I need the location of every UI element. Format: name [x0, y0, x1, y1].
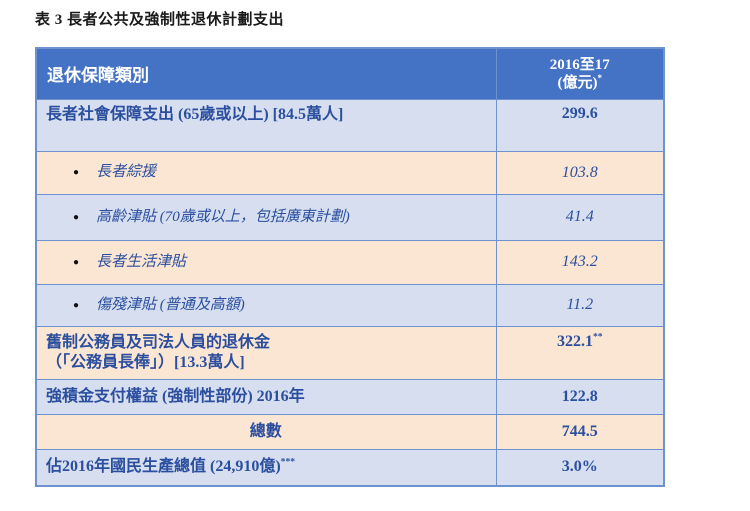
- row-label: 長者社會保障支出 (65歲或以上) [84.5萬人]: [35, 98, 497, 152]
- row-value: 3.0%: [495, 448, 665, 487]
- bullet-icon: ●: [73, 211, 80, 223]
- header-period: 2016至17 (億元)*: [495, 47, 665, 100]
- row-value: 122.8: [495, 378, 665, 415]
- footnote-marker: **: [592, 331, 603, 343]
- header-footnote-marker: *: [597, 72, 603, 83]
- table-row: 長者社會保障支出 (65歲或以上) [84.5萬人] 299.6: [35, 98, 665, 152]
- table-row: 強積金支付權益 (強制性部份) 2016年 122.8: [35, 378, 665, 415]
- row-value: 143.2: [495, 239, 665, 285]
- table-row-gdp-share: 佔2016年國民生產總值 (24,910億)*** 3.0%: [35, 448, 665, 487]
- retirement-expenditure-table: 退休保障類別 2016至17 (億元)* 長者社會保障支出 (65歲或以上) […: [35, 47, 665, 487]
- bullet-icon: ●: [73, 299, 80, 311]
- header-period-line1: 2016至17: [549, 56, 610, 73]
- header-category: 退休保障類別: [35, 47, 497, 100]
- row-value: 11.2: [495, 283, 665, 327]
- table-row: ● 高齡津貼 (70歲或以上，包括廣東計劃) 41.4: [35, 193, 665, 241]
- row-value: 103.8: [495, 150, 665, 195]
- row-label: ● 長者綜援: [35, 150, 497, 195]
- table-caption: 表 3 長者公共及強制性退休計劃支出: [35, 12, 285, 28]
- table-header-row: 退休保障類別 2016至17 (億元)*: [35, 47, 665, 100]
- bullet-icon: ●: [73, 256, 80, 268]
- footnote-marker: ***: [280, 456, 296, 468]
- row-label: 佔2016年國民生產總值 (24,910億)***: [35, 448, 497, 487]
- table-row-total: 總數 744.5: [35, 413, 665, 450]
- table-row: ● 傷殘津貼 (普通及高額) 11.2: [35, 283, 665, 327]
- bullet-icon: ●: [73, 167, 80, 179]
- header-period-line2: (億元): [557, 74, 598, 91]
- row-label: ● 長者生活津貼: [35, 239, 497, 285]
- row-label: ● 傷殘津貼 (普通及高額): [35, 283, 497, 327]
- row-value: 41.4: [495, 193, 665, 241]
- row-value: 744.5: [495, 413, 665, 450]
- table-row: ● 長者生活津貼 143.2: [35, 239, 665, 285]
- table-row: ● 長者綜援 103.8: [35, 150, 665, 195]
- row-label: 總數: [35, 413, 497, 450]
- row-value: 322.1**: [495, 325, 665, 380]
- table-row: 舊制公務員及司法人員的退休金 （「公務員長俸」）[13.3萬人] 322.1**: [35, 325, 665, 380]
- row-label: 強積金支付權益 (強制性部份) 2016年: [35, 378, 497, 415]
- row-label: ● 高齡津貼 (70歲或以上，包括廣東計劃): [35, 193, 497, 241]
- row-value: 299.6: [495, 98, 665, 152]
- row-label: 舊制公務員及司法人員的退休金 （「公務員長俸」）[13.3萬人]: [35, 325, 497, 380]
